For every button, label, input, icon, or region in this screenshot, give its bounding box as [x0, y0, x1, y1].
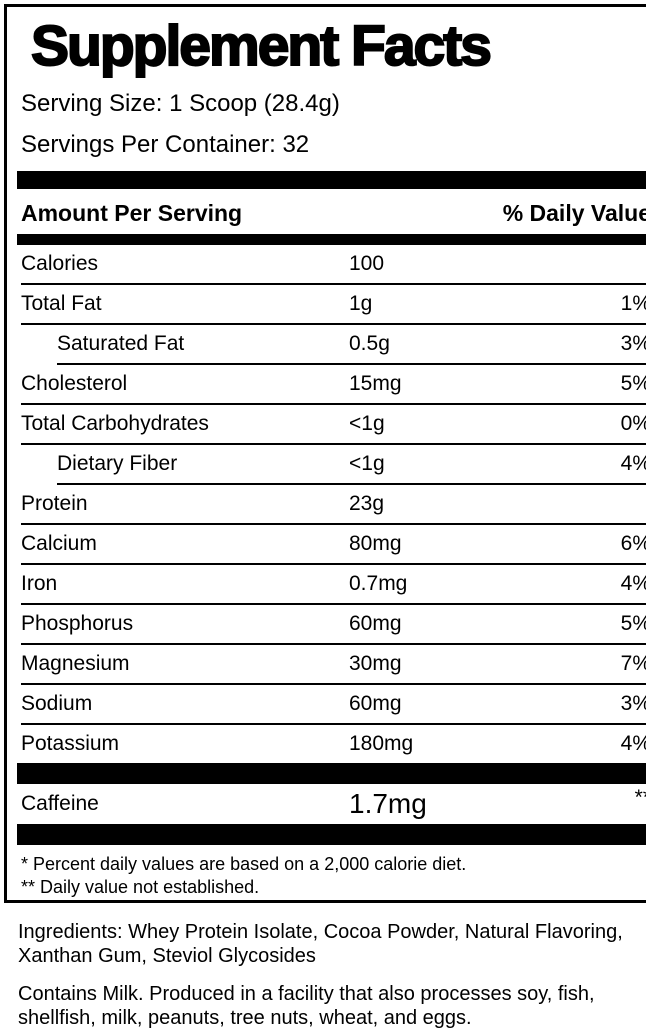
table-row: Iron 0.7mg 4%	[21, 565, 646, 603]
nutrient-name: Caffeine	[21, 792, 99, 815]
nutrient-name: Sodium	[21, 692, 93, 715]
nutrient-daily-value: 4%	[620, 732, 646, 755]
nutrient-daily-value: 5%	[620, 372, 646, 395]
nutrient-amount: 0.7mg	[349, 572, 408, 595]
nutrient-name: Magnesium	[21, 652, 130, 675]
nutrient-amount: 30mg	[349, 652, 402, 675]
nutrient-name: Protein	[21, 492, 88, 515]
nutrient-daily-value: 4%	[620, 452, 646, 475]
amount-per-serving-header: Amount Per Serving	[21, 200, 243, 226]
nutrient-name: Total Carbohydrates	[21, 412, 209, 435]
thick-divider-bar-header	[17, 234, 646, 245]
table-row: Magnesium 30mg 7%	[21, 645, 646, 683]
nutrient-amount: 1.7mg	[349, 788, 427, 819]
nutrient-name: Potassium	[21, 732, 120, 755]
supplement-facts-panel: Supplement Facts Serving Size: 1 Scoop (…	[4, 4, 646, 903]
nutrient-name: Dietary Fiber	[57, 452, 178, 475]
row-separator	[21, 523, 646, 525]
nutrient-amount: 23g	[349, 492, 385, 515]
row-separator	[21, 603, 646, 605]
servings-per-container-text: Servings Per Container: 32	[21, 131, 310, 158]
row-separator	[57, 363, 646, 365]
nutrient-amount: <1g	[349, 412, 385, 435]
table-column-header: Amount Per Serving % Daily Value	[21, 198, 646, 228]
footnotes: * Percent daily values are based on a 2,…	[21, 853, 646, 899]
allergen-text: Contains Milk. Produced in a facility th…	[18, 983, 595, 1029]
nutrient-daily-value: 5%	[620, 612, 646, 635]
row-separator	[21, 683, 646, 685]
serving-size-text: Serving Size: 1 Scoop (28.4g)	[21, 90, 340, 117]
thick-divider-bar-caffeine-bottom	[17, 824, 646, 845]
nutrient-amount: 15mg	[349, 372, 402, 395]
nutrient-daily-value: **	[634, 786, 646, 809]
table-row: Saturated Fat 0.5g 3%	[21, 325, 646, 363]
footnote-not-established: ** Daily value not established.	[21, 877, 260, 897]
table-row: Cholesterol 15mg 5%	[21, 365, 646, 403]
row-separator	[21, 643, 646, 645]
nutrient-daily-value: 0%	[620, 412, 646, 435]
nutrient-name: Calcium	[21, 532, 97, 555]
row-separator	[21, 723, 646, 725]
row-separator	[21, 403, 646, 405]
nutrient-amount: <1g	[349, 452, 385, 475]
ingredients-text: Ingredients: Whey Protein Isolate, Cocoa…	[18, 921, 623, 967]
nutrient-name: Total Fat	[21, 292, 102, 315]
supplement-facts-title: Supplement Facts	[30, 14, 493, 78]
table-row: Total Fat 1g 1%	[21, 285, 646, 323]
table-row: Protein 23g	[21, 485, 646, 523]
nutrient-name: Iron	[21, 572, 58, 595]
thick-divider-bar-caffeine-top	[17, 763, 646, 784]
nutrient-daily-value: 3%	[620, 692, 646, 715]
table-row: Sodium 60mg 3%	[21, 685, 646, 723]
nutrient-amount: 1g	[349, 292, 373, 315]
nutrient-amount: 80mg	[349, 532, 402, 555]
nutrient-amount: 100	[349, 252, 385, 275]
caffeine-row: Caffeine 1.7mg **	[21, 784, 646, 824]
row-separator	[21, 323, 646, 325]
nutrient-name: Cholesterol	[21, 372, 128, 395]
nutrient-amount: 0.5g	[349, 332, 390, 355]
nutrient-daily-value: 3%	[620, 332, 646, 355]
row-separator	[21, 443, 646, 445]
nutrient-daily-value: 6%	[620, 532, 646, 555]
nutrient-daily-value: 1%	[620, 292, 646, 315]
table-row: Dietary Fiber <1g 4%	[21, 445, 646, 483]
nutrient-amount: 60mg	[349, 612, 402, 635]
nutrient-rows: Calories 100 Total Fat 1g 1% Saturated Fat 0.5…	[21, 245, 646, 763]
table-row: Potassium 180mg 4%	[21, 725, 646, 763]
nutrient-amount: 180mg	[349, 732, 414, 755]
table-row: Calories 100	[21, 245, 646, 283]
nutrient-name: Saturated Fat	[57, 332, 185, 355]
daily-value-header: % Daily Value	[502, 200, 646, 226]
row-separator	[57, 483, 646, 485]
nutrient-daily-value: 4%	[620, 572, 646, 595]
table-row: Phosphorus 60mg 5%	[21, 605, 646, 643]
table-row: Calcium 80mg 6%	[21, 525, 646, 563]
row-separator	[21, 563, 646, 565]
nutrient-name: Calories	[21, 252, 99, 275]
nutrient-name: Phosphorus	[21, 612, 134, 635]
row-separator	[21, 283, 646, 285]
table-row: Total Carbohydrates <1g 0%	[21, 405, 646, 443]
nutrient-amount: 60mg	[349, 692, 402, 715]
footnote-daily-values: * Percent daily values are based on a 2,…	[21, 854, 467, 874]
nutrient-daily-value: 7%	[620, 652, 646, 675]
thick-divider-bar-top	[17, 171, 646, 189]
below-label-text: Ingredients: Whey Protein Isolate, Cocoa…	[18, 920, 630, 1030]
